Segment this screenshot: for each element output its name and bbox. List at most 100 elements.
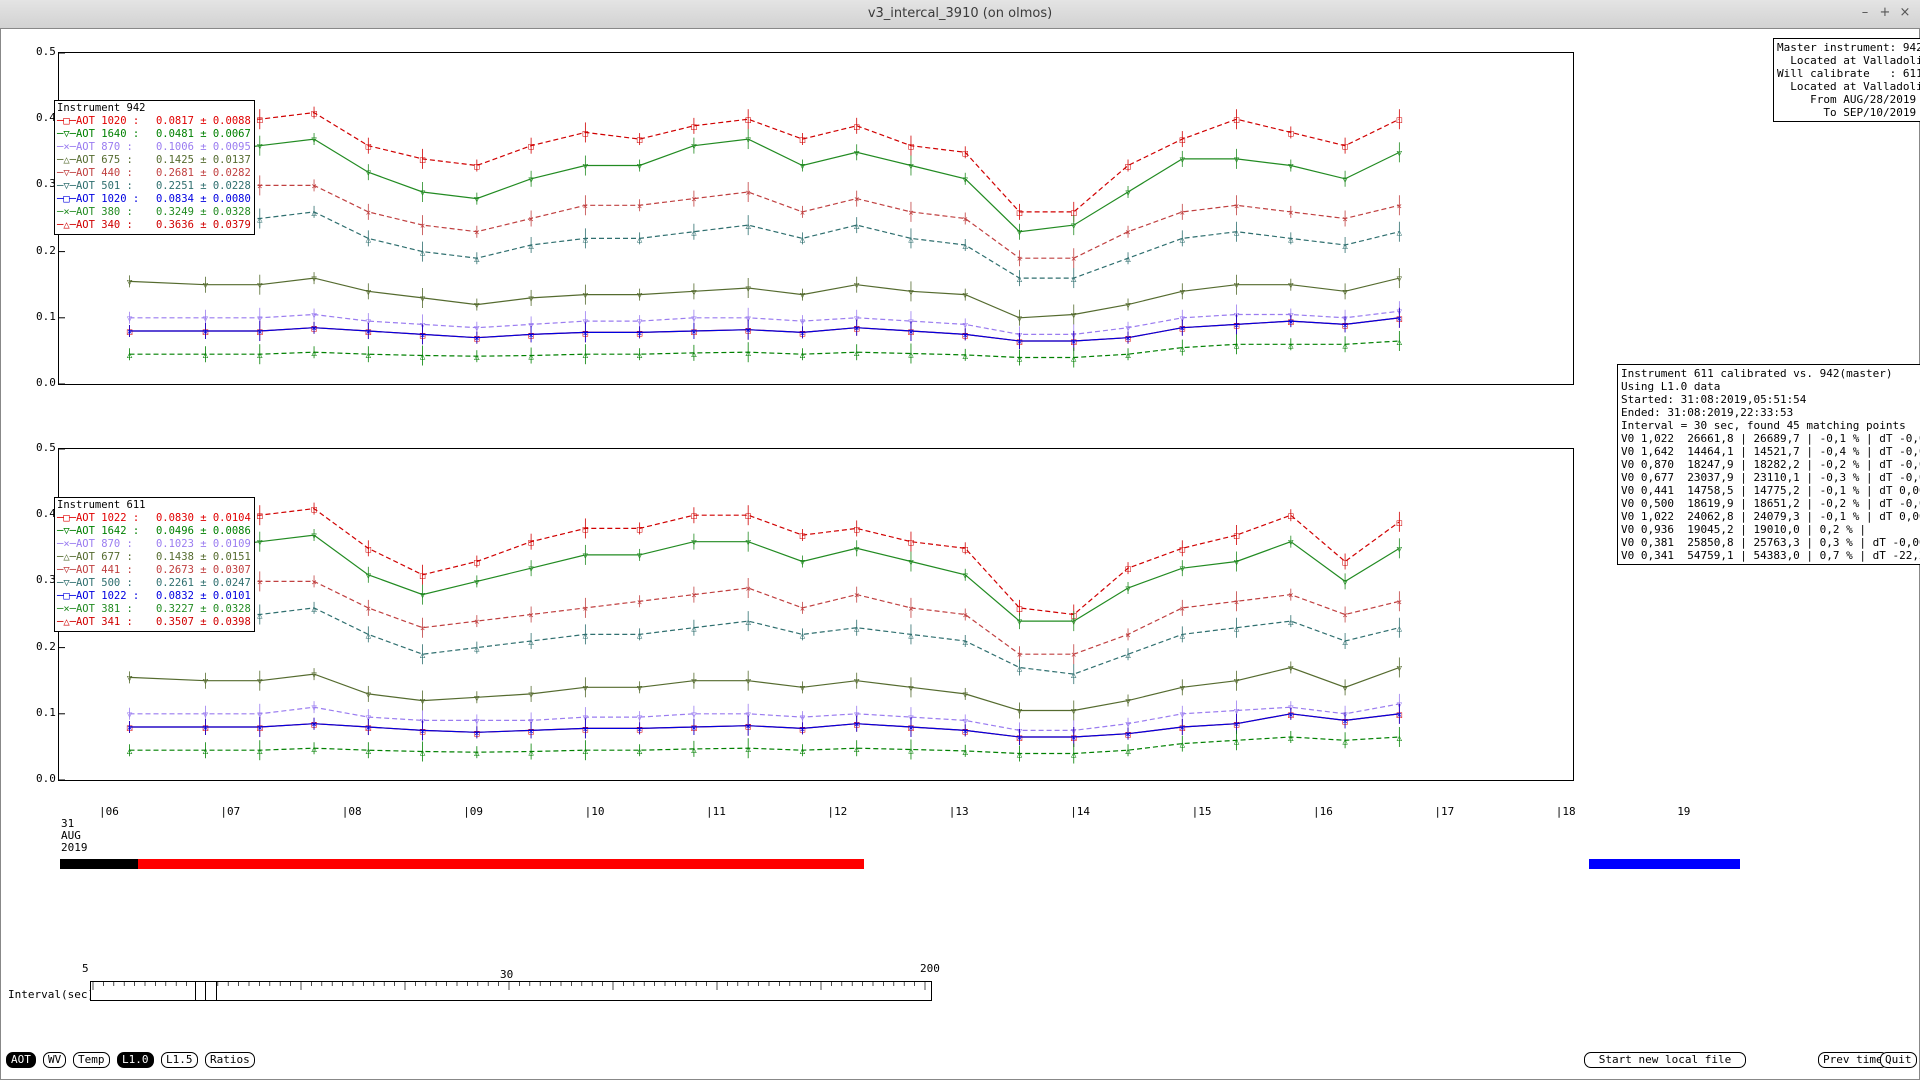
bottom-data-point: △: [1342, 637, 1348, 647]
top-legend-entry: ─△─AOT 340 : 0.3636 ± 0.0379: [57, 219, 251, 232]
minimize-icon[interactable]: –: [1861, 5, 1869, 20]
master-box-line: From AUG/28/2019: [1777, 93, 1917, 106]
bottom-data-point: ▽: [1234, 707, 1240, 717]
master-box-line: Located at Valladolid: [1777, 54, 1920, 67]
hour-tick-label: |17: [1434, 805, 1455, 818]
quit-button[interactable]: Quit: [1880, 1052, 1917, 1068]
bottom-data-point: ▽: [854, 677, 860, 687]
top-legend-label: AOT 1640 :: [75, 128, 140, 140]
bottom-data-point: ▽: [1397, 545, 1403, 555]
calibration-line: V0 0,500 18619,9 | 18651,2 | -0,2 % | dT…: [1621, 497, 1920, 510]
interval-slider-track[interactable]: [90, 981, 932, 1001]
top-data-point: □: [1342, 142, 1348, 152]
bottom-ytick-label: 0.5: [36, 441, 56, 454]
window-titlebar[interactable]: v3_intercal_3910 (on olmos) – + ×: [0, 0, 1920, 29]
bottom-data-point: ×: [1017, 651, 1022, 661]
bottom-data-point: ×: [637, 725, 642, 735]
bottom-data-point: ×: [1017, 733, 1022, 743]
calibration-line: V0 1,022 24062,8 | 24079,3 | -0,1 % | dT…: [1621, 510, 1920, 523]
slider-max-label: 200: [920, 962, 940, 975]
calibration-line: Using L1.0 data: [1621, 380, 1721, 393]
top-data-point: △: [1017, 275, 1023, 285]
mode-button-ratios[interactable]: Ratios: [205, 1052, 255, 1068]
top-data-point: ▽: [311, 311, 317, 321]
top-data-point: △: [691, 228, 697, 238]
bottom-data-point: △: [1017, 750, 1023, 760]
top-data-point: △: [1180, 344, 1186, 354]
mode-button-temp[interactable]: Temp: [73, 1052, 110, 1068]
bottom-legend-label: AOT 441 :: [75, 564, 133, 576]
bottom-series-line: [129, 666, 1400, 712]
bottom-data-point: ▽: [311, 704, 317, 714]
top-data-point: △: [854, 222, 860, 232]
top-data-point: □: [800, 136, 806, 146]
bottom-legend-entry: ─□─AOT 1022 : 0.0832 ± 0.0101: [57, 590, 251, 603]
bottom-data-point: △: [583, 747, 589, 757]
bottom-data-point: ▽: [745, 710, 751, 720]
bottom-legend-entry: ─△─AOT 677 : 0.1438 ± 0.0151: [57, 551, 251, 564]
interval-slider-handle[interactable]: [195, 981, 217, 1001]
top-data-point: △: [963, 241, 969, 251]
top-data-point: ▽: [745, 314, 751, 324]
top-data-point: ▽: [528, 175, 534, 185]
top-data-point: △: [691, 349, 697, 359]
bottom-data-point: ▽: [1071, 618, 1077, 628]
top-ytick-label: 0.0: [36, 376, 56, 389]
top-data-point: △: [1071, 275, 1077, 285]
bottom-legend-entry: ─×─AOT 870 : 0.1023 ± 0.0109: [57, 538, 251, 551]
top-data-point: ×: [800, 329, 805, 339]
mode-button-l15[interactable]: L1.5: [161, 1052, 198, 1068]
top-data-point: ×: [1180, 324, 1185, 334]
top-data-point: ▽: [854, 149, 860, 159]
bottom-data-point: ×: [1397, 710, 1402, 720]
bottom-data-point: ×: [691, 591, 696, 601]
selected-time-range-bar[interactable]: [138, 859, 864, 869]
bottom-data-point: ▽: [1234, 558, 1240, 568]
mode-button-l10[interactable]: L1.0: [117, 1052, 154, 1068]
prev-time-button[interactable]: Prev time: [1818, 1052, 1888, 1068]
top-data-point: □: [637, 136, 643, 146]
mode-button-aot[interactable]: AOT: [6, 1052, 36, 1068]
top-data-point: △: [366, 235, 372, 245]
maximize-icon[interactable]: +: [1879, 5, 1891, 20]
bottom-data-point: △: [1288, 618, 1294, 628]
top-data-point: △: [800, 235, 806, 245]
bottom-data-point: △: [257, 611, 263, 621]
bottom-data-point: □: [366, 545, 372, 555]
blue-time-range-bar[interactable]: [1589, 859, 1740, 869]
start-new-local-file-button[interactable]: Start new local file: [1584, 1052, 1746, 1068]
bottom-ytick-label: 0.1: [36, 705, 56, 719]
bottom-legend-entry: ─▽─AOT 441 : 0.2673 ± 0.0307: [57, 564, 251, 577]
top-data-point: ×: [1180, 208, 1185, 218]
top-data-point: ▽: [528, 321, 534, 331]
top-data-point: ×: [963, 215, 968, 225]
bottom-data-point: △: [528, 748, 534, 758]
bottom-data-point: ×: [691, 724, 696, 734]
top-legend-marker-icon: ─×─: [57, 206, 76, 218]
bottom-data-point: □: [1017, 604, 1023, 614]
bottom-data-point: △: [474, 644, 480, 654]
mode-button-wv[interactable]: WV: [43, 1052, 67, 1068]
top-data-point: ×: [474, 334, 479, 344]
bottom-data-point: ▽: [528, 717, 534, 727]
top-series-line: [129, 211, 1400, 279]
bottom-data-point: ▽: [963, 571, 969, 581]
top-data-point: △: [311, 208, 317, 218]
top-data-point: △: [420, 352, 426, 362]
bottom-data-point: □: [1397, 518, 1403, 528]
bottom-data-point: △: [691, 624, 697, 634]
top-legend-marker-icon: ─▽─: [57, 180, 76, 192]
bottom-data-point: □: [257, 512, 263, 522]
top-data-point: △: [528, 241, 534, 251]
top-data-point: ▽: [691, 314, 697, 324]
top-data-point: ×: [366, 208, 371, 218]
top-ytick-label: 0.3: [36, 177, 56, 191]
top-data-point: ×: [854, 324, 859, 334]
bottom-data-point: ▽: [637, 714, 643, 724]
bottom-data-point: △: [311, 604, 317, 614]
top-data-point: ×: [420, 222, 425, 232]
close-icon[interactable]: ×: [1899, 5, 1911, 20]
top-data-point: ▽: [800, 318, 806, 328]
bottom-data-point: △: [963, 637, 969, 647]
bottom-data-point: △: [1234, 624, 1240, 634]
